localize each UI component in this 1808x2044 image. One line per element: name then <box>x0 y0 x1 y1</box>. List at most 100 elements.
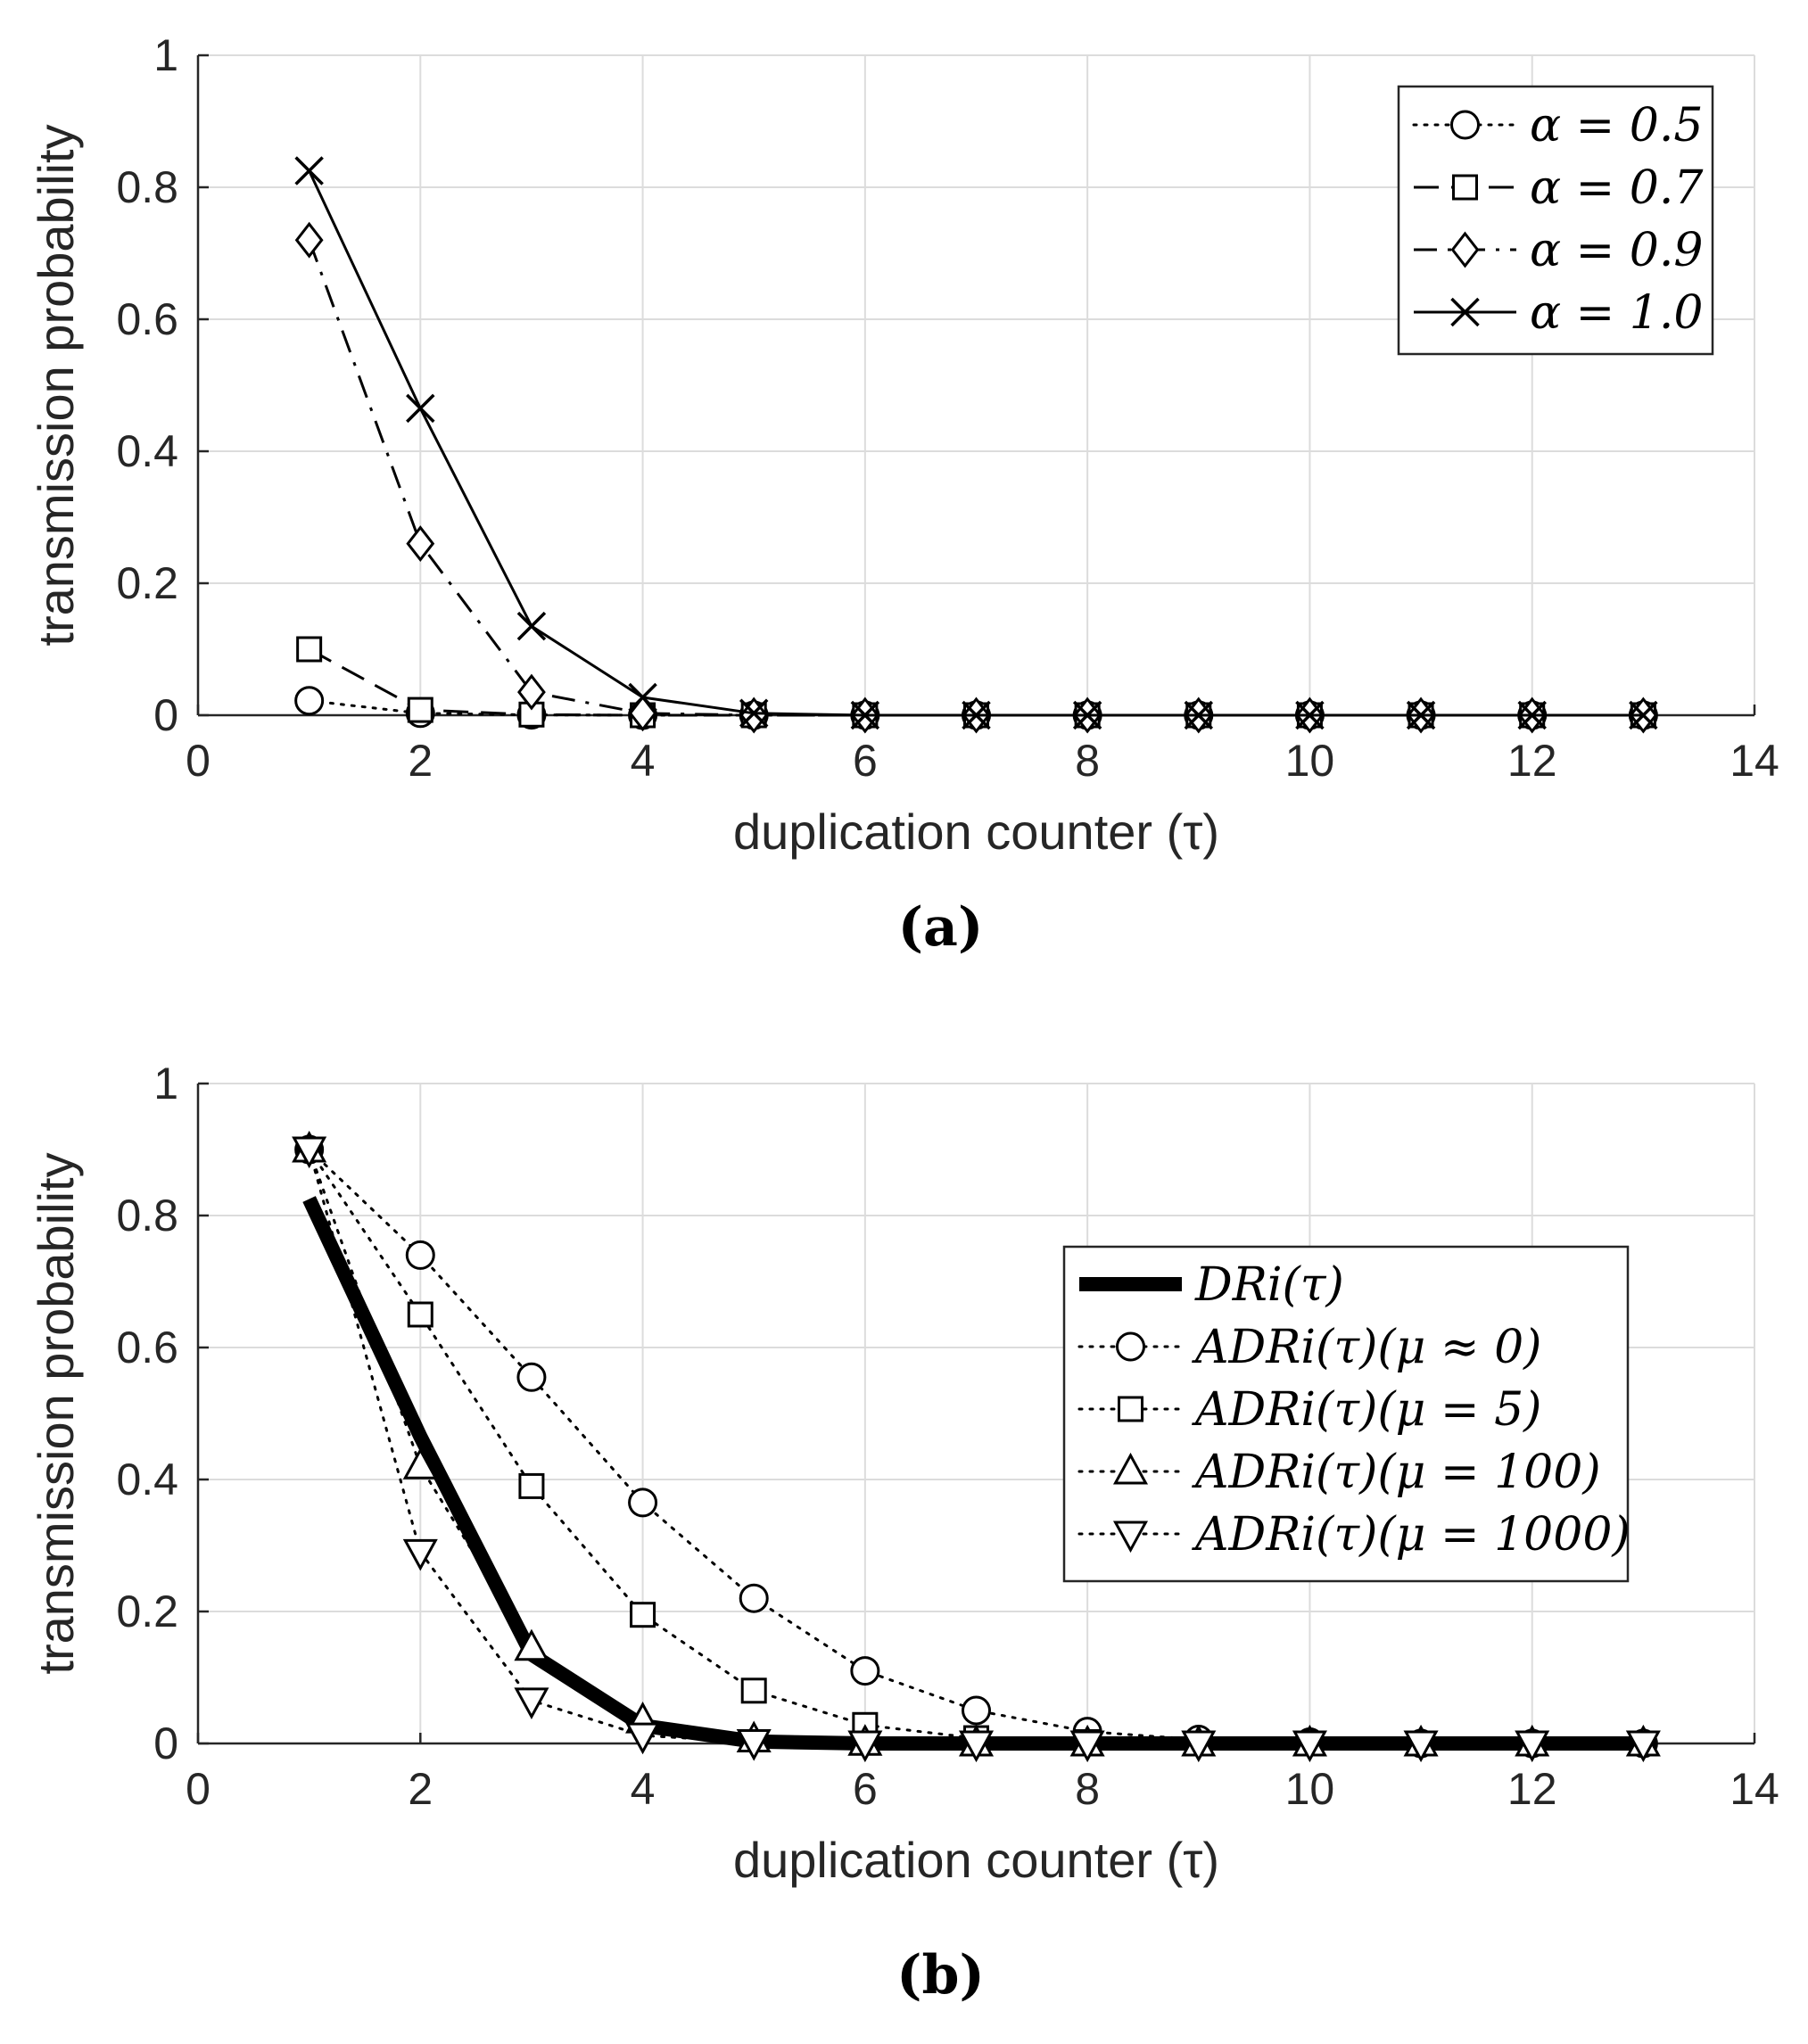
x-tick-label: 6 <box>853 736 878 786</box>
data-point <box>518 1472 545 1499</box>
x-tick-label: 2 <box>408 736 433 786</box>
legend-label: α = 0.5 <box>1530 99 1703 152</box>
data-point <box>516 1362 547 1392</box>
data-point <box>1517 700 1547 730</box>
data-point <box>628 1488 658 1518</box>
y-tick-label: 1 <box>153 30 178 80</box>
y-tick-label: 0.6 <box>116 294 178 344</box>
x-tick-label: 0 <box>186 736 211 786</box>
chart-panel-b: 0 2 4 6 8 10 12 14 0 0.2 0.4 0.6 0.8 1 duplication cou… <box>28 1059 1779 2007</box>
data-point <box>630 1602 656 1628</box>
data-point <box>628 682 657 713</box>
legend-marker <box>1450 231 1480 268</box>
x-tick-label: 4 <box>631 736 656 786</box>
data-point <box>517 673 546 711</box>
legend-item: α = 0.5 <box>1412 99 1703 152</box>
x-tick-label: 8 <box>1075 1764 1100 1814</box>
x-axis-label: duplication counter (τ) <box>733 804 1219 860</box>
data-point <box>514 1628 549 1661</box>
y-axis-label: transmission probability <box>28 1152 84 1674</box>
data-point <box>407 696 433 723</box>
chart-panel-a: 0 2 4 6 8 10 12 14 0 0.2 0.4 0.6 0.8 1 duplication cou… <box>28 30 1779 959</box>
data-point <box>516 611 547 641</box>
legend-label: DRi(τ) <box>1194 1258 1344 1312</box>
series-4 <box>292 1136 1661 1763</box>
legend-label: α = 0.9 <box>1530 224 1703 277</box>
legend-marker <box>1116 1331 1145 1362</box>
y-tick-label: 0 <box>153 690 178 740</box>
data-point <box>405 1240 435 1270</box>
x-tick-label: 14 <box>1730 1764 1779 1814</box>
y-tick-label: 0.6 <box>116 1323 178 1372</box>
data-point <box>847 1730 883 1763</box>
data-point <box>958 1730 995 1763</box>
x-tick-label: 10 <box>1285 1764 1335 1814</box>
legend-item: α = 0.7 <box>1414 161 1704 215</box>
data-point <box>294 221 324 259</box>
data-point <box>402 1538 438 1571</box>
legend-label: α = 1.0 <box>1530 286 1703 340</box>
x-tick-label: 6 <box>853 1764 878 1814</box>
legend-marker <box>1112 1521 1149 1554</box>
data-point <box>850 1656 880 1686</box>
data-point <box>1629 700 1658 730</box>
data-point <box>739 698 769 729</box>
legend-box <box>1062 1245 1630 1583</box>
x-tick-label: 10 <box>1285 736 1335 786</box>
data-point <box>292 1136 327 1169</box>
y-tick-label: 0.2 <box>116 1587 178 1636</box>
data-point <box>402 1447 438 1479</box>
data-point <box>740 1677 767 1704</box>
x-tick-label: 8 <box>1075 736 1100 786</box>
data-point <box>1184 700 1214 730</box>
legend-item: α = 0.9 <box>1414 224 1703 277</box>
legend: α = 0.5 α = 0.7 α = 0.9 α = 1.0 <box>1397 85 1714 356</box>
data-point <box>1292 1730 1327 1763</box>
x-tick-label: 0 <box>186 1764 211 1814</box>
panel-caption: (a) <box>898 896 984 959</box>
data-point <box>1072 700 1102 730</box>
y-tick-label: 0.4 <box>116 426 178 476</box>
data-point <box>1625 1730 1661 1763</box>
legend-box <box>1397 85 1714 356</box>
x-tick-label: 14 <box>1730 736 1779 786</box>
legend-marker <box>1112 1452 1149 1485</box>
legend-marker <box>1450 297 1480 327</box>
y-tick-label: 0.4 <box>116 1455 178 1504</box>
data-point <box>406 393 435 424</box>
x-axis-label: duplication counter (τ) <box>733 1832 1219 1888</box>
legend-label: α = 0.7 <box>1530 161 1704 215</box>
legend: DRi(τ) ADRi(τ)(μ ≈ 0) ADRi(τ)(μ = 5) ADRi(τ… <box>1062 1245 1631 1583</box>
series-3 <box>294 156 1658 730</box>
data-point <box>514 1687 549 1720</box>
legend-label: ADRi(τ)(μ ≈ 0) <box>1192 1321 1541 1374</box>
y-tick-label: 0.8 <box>116 1191 178 1240</box>
data-point <box>294 686 325 716</box>
data-point <box>736 1729 772 1761</box>
data-point <box>962 1695 991 1726</box>
legend-item: DRi(τ) <box>1079 1258 1344 1312</box>
data-point <box>1295 700 1325 730</box>
x-tick-label: 2 <box>408 1764 433 1814</box>
x-tick-label: 12 <box>1507 736 1557 786</box>
legend-item: ADRi(τ)(μ = 5) <box>1077 1383 1541 1437</box>
data-point <box>296 636 323 663</box>
legend-marker <box>1452 174 1478 201</box>
legend-item: ADRi(τ)(μ = 100) <box>1077 1446 1601 1499</box>
data-point <box>962 700 991 730</box>
data-point <box>1403 1730 1439 1763</box>
data-point <box>294 156 324 185</box>
data-point <box>1515 1730 1550 1763</box>
legend-marker <box>1118 1396 1143 1422</box>
legend-label: ADRi(τ)(μ = 1000) <box>1192 1508 1631 1562</box>
y-tick-label: 0 <box>153 1718 178 1768</box>
y-tick-label: 0.8 <box>116 162 178 212</box>
legend-item: ADRi(τ)(μ ≈ 0) <box>1077 1321 1541 1374</box>
x-tick-label: 4 <box>631 1764 656 1814</box>
legend-label: ADRi(τ)(μ = 5) <box>1192 1383 1541 1437</box>
legend-item: ADRi(τ)(μ = 1000) <box>1077 1508 1631 1562</box>
panel-caption: (b) <box>896 1944 985 2007</box>
data-point <box>739 1583 769 1613</box>
data-point <box>1069 1730 1105 1763</box>
